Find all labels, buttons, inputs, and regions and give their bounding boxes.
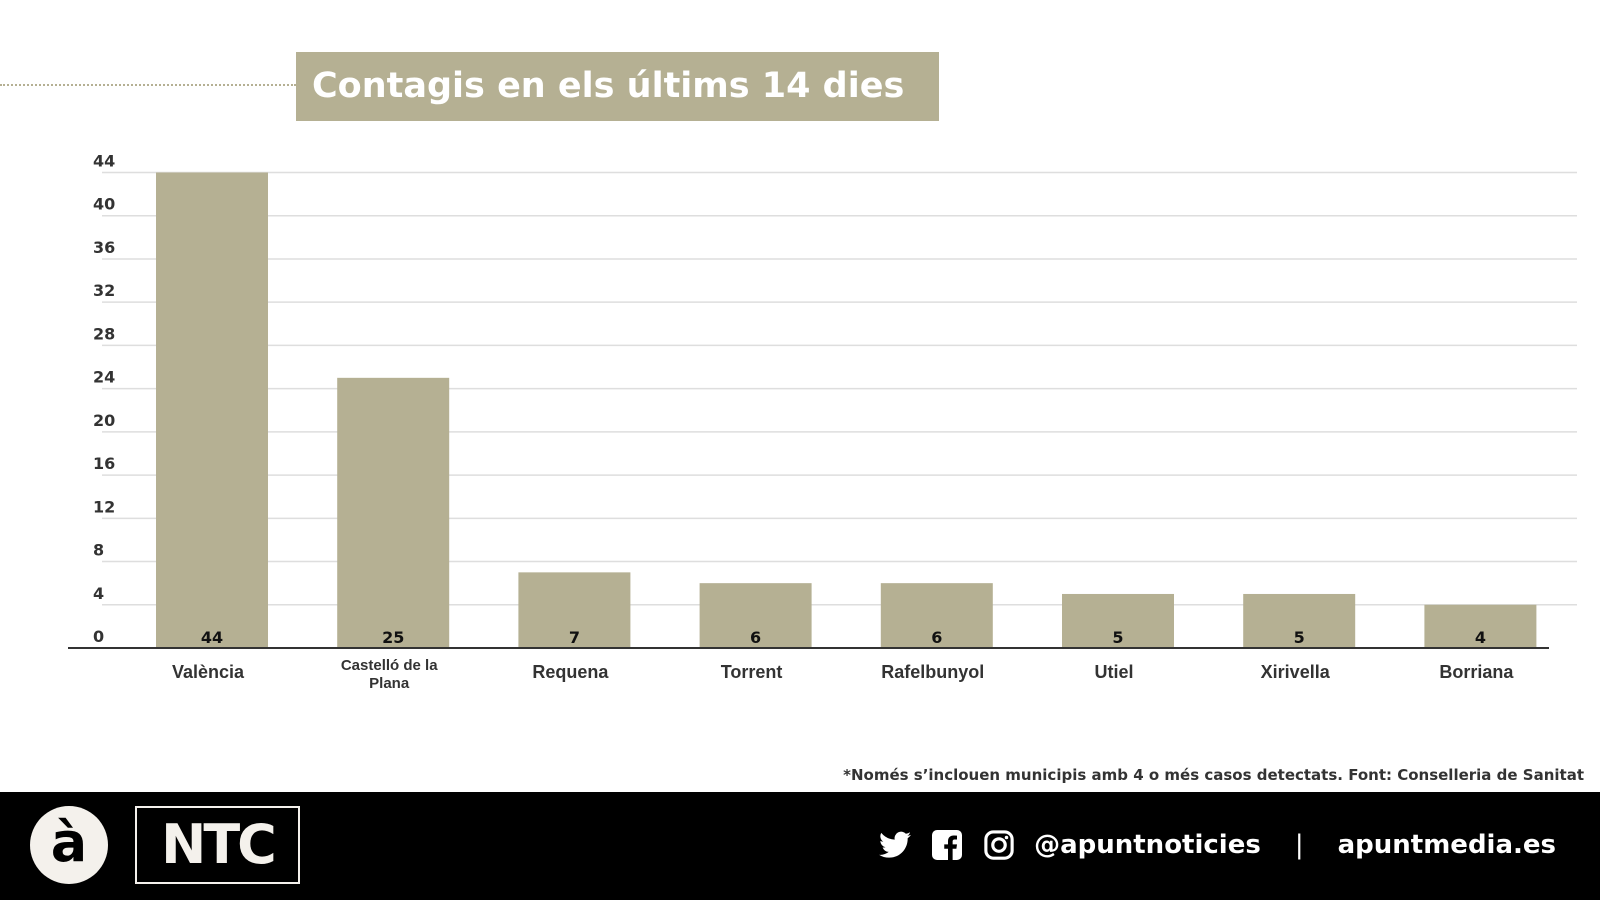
- data-label: 6: [750, 628, 761, 647]
- y-tick-label: 4: [93, 584, 104, 603]
- data-label: 5: [1294, 628, 1305, 647]
- x-tick-label: València: [172, 662, 245, 682]
- y-tick-label: 0: [93, 627, 104, 646]
- title-dotted-line: [0, 84, 296, 86]
- y-tick-label: 16: [93, 454, 115, 473]
- y-tick-label: 8: [93, 541, 104, 560]
- x-tick-label: Castelló de la Plana: [341, 657, 438, 692]
- data-label: 6: [931, 628, 942, 647]
- data-label: 44: [201, 628, 223, 647]
- y-tick-label: 28: [93, 324, 115, 343]
- bar: [1424, 604, 1537, 648]
- social-links: @apuntnoticies | apuntmedia.es: [878, 822, 1556, 868]
- y-tick-label: 36: [93, 238, 115, 257]
- bar: [337, 377, 450, 648]
- y-tick-label: 24: [93, 368, 115, 387]
- footer: à NTC @apuntnoticies | apuntmedia.es: [0, 792, 1600, 900]
- instagram-icon[interactable]: [982, 828, 1016, 862]
- data-label: 7: [569, 628, 580, 647]
- social-handle[interactable]: @apuntnoticies: [1034, 830, 1261, 860]
- ntc-logo: NTC: [135, 806, 300, 884]
- bar: [699, 583, 812, 648]
- x-tick-label: Borriana: [1439, 662, 1514, 682]
- bar: [156, 172, 268, 648]
- y-tick-label: 12: [93, 497, 115, 516]
- data-label: 25: [382, 628, 404, 647]
- bar: [1243, 593, 1356, 648]
- twitter-icon[interactable]: [878, 828, 912, 862]
- bar: [518, 572, 631, 648]
- bar-chart: 0 4 8 12 16 20 24 28 32 36 40 44 44 València 25 Castell…: [68, 152, 1577, 692]
- y-tick-label: 20: [93, 411, 115, 430]
- y-tick-label: 44: [93, 152, 115, 171]
- x-tick-label: Xirivella: [1261, 662, 1331, 682]
- x-tick-label: Utiel: [1094, 662, 1133, 682]
- y-tick-label: 40: [93, 195, 115, 214]
- x-tick-label: Requena: [532, 662, 609, 682]
- footnote: *Només s’inclouen municipis amb 4 o més …: [843, 766, 1584, 784]
- y-tick-label: 32: [93, 281, 115, 300]
- data-label: 5: [1112, 628, 1123, 647]
- data-label: 4: [1475, 628, 1486, 647]
- apunt-logo: à: [30, 806, 108, 884]
- facebook-icon[interactable]: [930, 828, 964, 862]
- separator: |: [1294, 830, 1304, 860]
- bar: [880, 583, 993, 648]
- x-tick-label: Rafelbunyol: [881, 662, 984, 682]
- bar: [1062, 593, 1174, 648]
- website-link[interactable]: apuntmedia.es: [1337, 830, 1556, 860]
- x-tick-label: Torrent: [721, 662, 783, 682]
- chart-title: Contagis en els últims 14 dies: [296, 52, 939, 121]
